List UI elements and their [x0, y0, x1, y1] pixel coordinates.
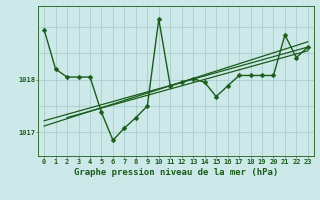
X-axis label: Graphe pression niveau de la mer (hPa): Graphe pression niveau de la mer (hPa) — [74, 168, 278, 177]
